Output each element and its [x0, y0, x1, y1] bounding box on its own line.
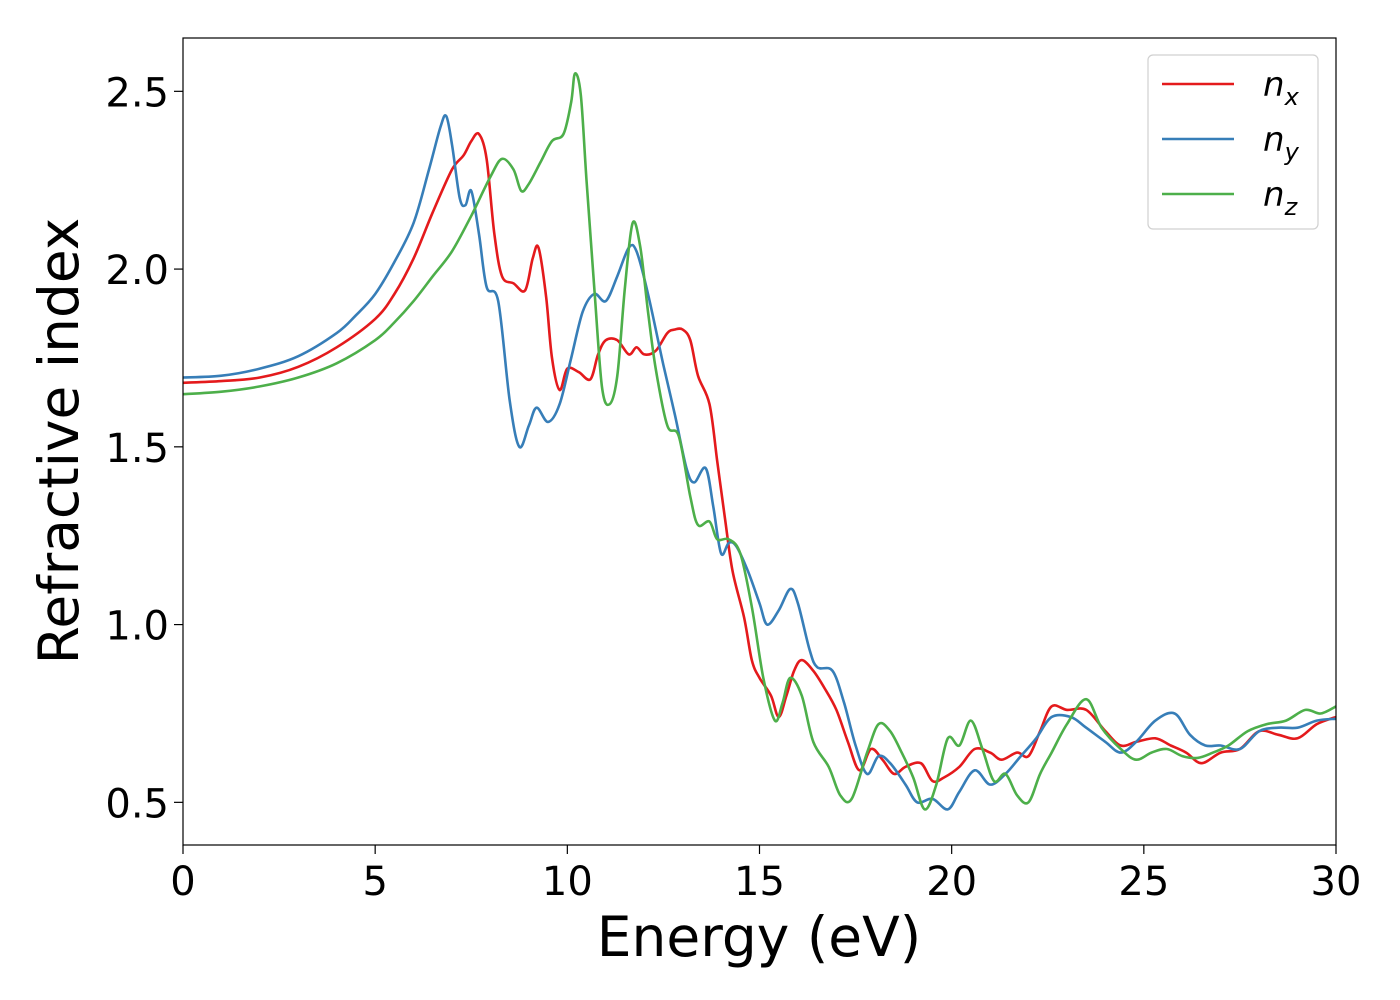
y-ticks: 0.5 1.0 1.5 2.0 2.5: [105, 70, 183, 827]
x-ticks: 0 5 10 15 20 25 30: [170, 845, 1361, 905]
y-axis-label: Refractive index: [27, 218, 91, 665]
x-tick-label: 15: [734, 859, 785, 905]
x-tick-label: 10: [542, 859, 593, 905]
plot-area: [183, 38, 1336, 845]
y-tick-label: 1.0: [105, 604, 169, 650]
series-line-nz: [182, 72, 1337, 811]
y-tick-label: 2.5: [105, 70, 169, 116]
x-tick-label: 0: [170, 859, 195, 905]
x-tick-label: 30: [1311, 859, 1362, 905]
y-tick-label: 0.5: [105, 781, 169, 827]
x-tick-label: 25: [1118, 859, 1169, 905]
plot-frame: [182, 37, 1337, 846]
legend-box: [1147, 54, 1319, 230]
x-tick-label: 20: [926, 859, 977, 905]
y-tick-label: 1.5: [105, 426, 169, 472]
series-lines: [182, 72, 1337, 811]
x-axis-label: Energy (eV): [597, 905, 921, 969]
y-tick-label: 2.0: [105, 248, 169, 294]
x-tick-label: 5: [362, 859, 387, 905]
series-line-nx: [182, 131, 1337, 784]
